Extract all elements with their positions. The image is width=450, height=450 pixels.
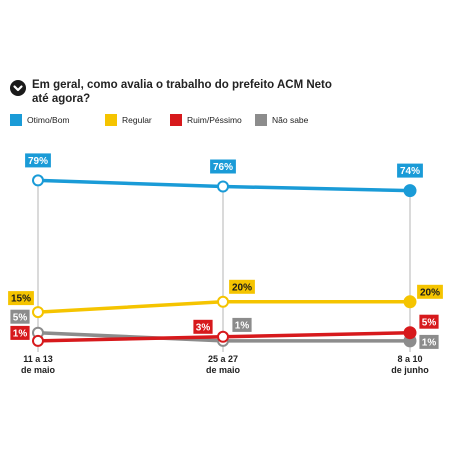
data-point-ruim-0 (32, 334, 44, 347)
data-label-ruim-2: 5% (422, 317, 437, 328)
legend-swatch-regular (105, 114, 117, 126)
legend-item-regular: Regular (105, 113, 152, 127)
x-tick-label-1-line2: de maio (206, 365, 241, 375)
data-label-bg-regular-2 (417, 284, 443, 299)
legend-label-naosabe: Não sabe (272, 115, 309, 125)
data-label-bg-ruim-1 (193, 319, 213, 334)
data-label-naosabe-0: 5% (13, 312, 28, 323)
data-point-otimo-2 (403, 184, 417, 198)
data-label-bg-otimo-0 (25, 153, 51, 168)
legend-item-naosabe: Não sabe (255, 113, 308, 127)
legend-swatch-otimo (10, 114, 22, 126)
legend-swatch-naosabe (255, 114, 267, 126)
data-label-otimo-1: 76% (213, 162, 233, 173)
chart-title: Em geral, como avalia o trabalho do pref… (32, 79, 332, 105)
data-label-regular-1: 20% (232, 282, 252, 293)
x-tick-label-2-line1: 8 a 10 (397, 354, 422, 364)
chart-legend: Otimo/Bom Regular Ruim/Péssimo Não sabe (10, 113, 440, 129)
legend-label-otimo: Otimo/Bom (27, 115, 70, 125)
data-label-bg-otimo-2 (397, 163, 423, 178)
data-label-bg-naosabe-2 (419, 334, 439, 349)
data-label-bg-ruim-0 (10, 325, 30, 340)
data-point-otimo-1 (217, 180, 229, 193)
data-label-otimo-0: 79% (28, 156, 48, 167)
x-tick-label-0-line2: de maio (21, 365, 56, 375)
data-label-ruim-0: 1% (13, 329, 28, 340)
data-label-bg-ruim-2 (419, 314, 439, 329)
data-label-bg-regular-0 (8, 291, 34, 306)
legend-item-otimo: Otimo/Bom (10, 113, 70, 127)
data-label-ruim-1: 3% (196, 322, 211, 333)
data-label-bg-naosabe-0 (10, 309, 30, 324)
legend-item-ruim: Ruim/Péssimo (170, 113, 242, 127)
data-point-otimo-0 (32, 174, 44, 187)
data-label-bg-naosabe-1 (232, 317, 252, 332)
data-label-naosabe-1: 1% (235, 321, 250, 332)
chevron-down-icon[interactable] (10, 80, 26, 96)
legend-label-regular: Regular (122, 115, 152, 125)
legend-swatch-ruim (170, 114, 182, 126)
data-point-regular-1 (217, 295, 229, 308)
data-label-regular-0: 15% (11, 294, 31, 305)
data-point-ruim-1 (217, 330, 229, 343)
legend-label-ruim: Ruim/Péssimo (187, 115, 242, 125)
data-point-regular-2 (403, 295, 417, 309)
data-label-bg-otimo-1 (210, 159, 236, 174)
data-label-otimo-2: 74% (400, 166, 420, 177)
data-label-regular-2: 20% (420, 287, 440, 298)
x-tick-label-0-line1: 11 a 13 (23, 354, 53, 364)
data-point-regular-0 (32, 306, 44, 319)
data-point-ruim-2 (403, 326, 417, 340)
data-label-naosabe-2: 1% (422, 338, 437, 349)
data-label-bg-regular-1 (229, 279, 255, 294)
x-tick-label-2-line2: de junho (391, 365, 429, 375)
x-tick-label-1-line1: 25 a 27 (208, 354, 238, 364)
